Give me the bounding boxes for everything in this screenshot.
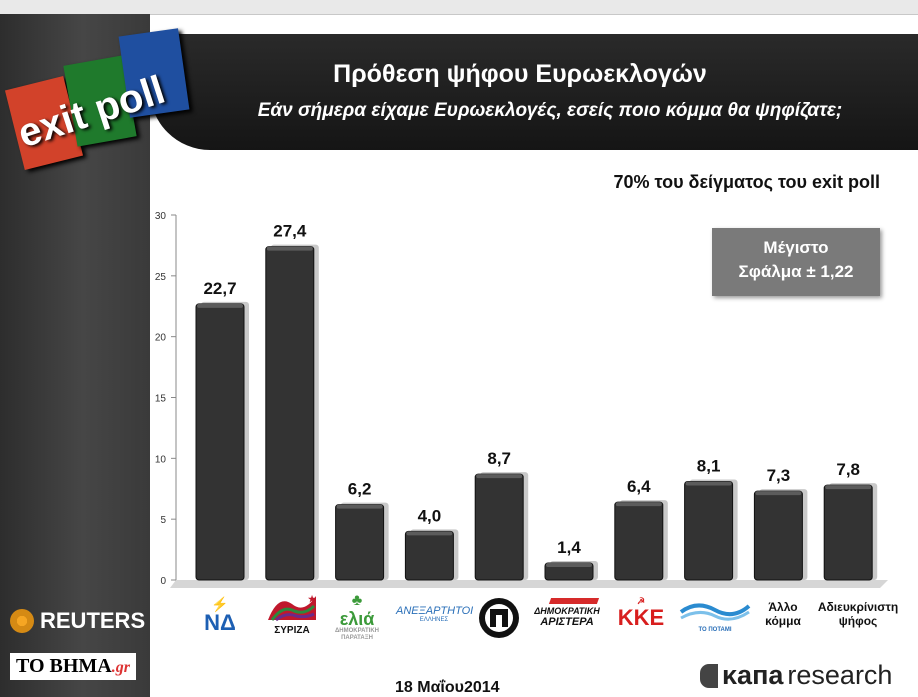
bar bbox=[474, 473, 524, 581]
bar bbox=[195, 303, 245, 581]
chart-title: Πρόθεση ψήφου Ευρωεκλογών bbox=[333, 60, 707, 88]
poll-date: 18 Μαΐου2014 bbox=[395, 679, 500, 696]
y-tick-label: 20 bbox=[155, 333, 167, 344]
elia-label: ελιά bbox=[339, 609, 375, 629]
party-logo-xa bbox=[474, 596, 524, 643]
bar-top-highlight bbox=[825, 485, 872, 490]
nd-label: ΝΔ bbox=[204, 610, 236, 635]
undecided-label-1: Αδιευκρίνιστη bbox=[817, 600, 899, 614]
party-logo-nd: ⚡ ΝΔ bbox=[196, 596, 244, 635]
error-line-1: Μέγιστο bbox=[763, 238, 829, 257]
undecided-label-2: ψήφος bbox=[838, 614, 878, 628]
bar bbox=[823, 484, 873, 581]
kke-label: ΚΚΕ bbox=[617, 605, 665, 630]
svg-text:★: ★ bbox=[308, 594, 317, 604]
bar-top-highlight bbox=[685, 481, 732, 486]
party-logo-syriza: ★ ΣΥΡΙΖΑ bbox=[262, 592, 322, 636]
party-label-other: Άλλο κόμμα bbox=[756, 600, 810, 628]
syriza-flag-icon: ★ bbox=[268, 594, 317, 622]
wave-icon bbox=[679, 603, 751, 621]
bar bbox=[265, 246, 315, 581]
bar-top-highlight bbox=[546, 562, 592, 567]
bar-value-label: 8,7 bbox=[487, 449, 511, 468]
bar bbox=[335, 504, 385, 581]
bar-value-label: 7,3 bbox=[767, 466, 791, 485]
chart-floor bbox=[170, 580, 888, 588]
kapa-research-logo: κапа research bbox=[700, 660, 892, 691]
y-tick-label: 10 bbox=[155, 454, 167, 465]
bar-top-highlight bbox=[476, 474, 523, 479]
party-logo-dimar: ΔΗΜΟΚΡΑΤΙΚΗ ΑΡΙΣΤΕΡΑ bbox=[530, 598, 604, 628]
bar bbox=[753, 490, 803, 581]
olive-tree-icon: ♣ bbox=[351, 592, 363, 609]
bar bbox=[614, 501, 664, 581]
reuters-text: REUTERS bbox=[40, 608, 146, 633]
y-tick-label: 15 bbox=[155, 394, 167, 405]
bar-value-label: 6,2 bbox=[348, 480, 372, 499]
y-tick-label: 25 bbox=[155, 272, 167, 283]
bar-top-highlight bbox=[197, 303, 243, 308]
bar-value-label: 27,4 bbox=[273, 222, 307, 241]
meander-emblem-icon bbox=[479, 598, 519, 638]
other-label-2: κόμμα bbox=[765, 614, 801, 628]
bar-value-label: 8,1 bbox=[697, 456, 721, 475]
sample-note: 70% του δείγματος του exit poll bbox=[613, 172, 880, 192]
anel-label: ΑΝΕΞΑΡΤΗΤΟΙ bbox=[396, 605, 474, 617]
bar-value-label: 7,8 bbox=[836, 460, 860, 479]
y-tick-label: 0 bbox=[160, 576, 166, 587]
error-margin-box: Μέγιστο Σφάλμα ± 1,22 bbox=[712, 228, 880, 296]
syriza-label: ΣΥΡΙΖΑ bbox=[274, 625, 310, 636]
bar bbox=[684, 480, 734, 581]
kapa-mark-icon bbox=[700, 663, 718, 688]
dimar-label-2: ΑΡΙΣΤΕΡΑ bbox=[540, 616, 594, 628]
error-line-2: Σφάλμα ± 1,22 bbox=[738, 262, 854, 281]
potami-label: ΤΟ ΠΟΤΑΜΙ bbox=[698, 627, 732, 633]
bar-top-highlight bbox=[406, 531, 453, 536]
tovima-text: TO BHMA bbox=[16, 655, 112, 677]
bar-value-label: 4,0 bbox=[418, 506, 442, 525]
reuters-dot-icon bbox=[10, 609, 34, 633]
reuters-logo: REUTERS bbox=[10, 608, 145, 634]
header-band bbox=[150, 34, 918, 150]
party-logo-kke: ☭ ΚΚΕ bbox=[612, 596, 670, 629]
top-strip bbox=[0, 0, 918, 15]
anel-sublabel: ΕΛΛΗΝΕΣ bbox=[419, 617, 449, 623]
other-label-1: Άλλο bbox=[768, 600, 798, 614]
kapa-rest-text: research bbox=[787, 660, 893, 690]
tovima-logo: TO BHMA.gr bbox=[10, 653, 136, 680]
bar-top-highlight bbox=[266, 246, 313, 251]
bar-top-highlight bbox=[755, 491, 802, 496]
bar-top-highlight bbox=[336, 504, 383, 509]
tovima-suffix: .gr bbox=[111, 659, 130, 676]
party-label-undecided: Αδιευκρίνιστη ψήφος bbox=[812, 600, 904, 628]
party-logo-elia: ♣ ελιά ΔΗΜΟΚΡΑΤΙΚΗ ΠΑΡΑΤΑΞΗ bbox=[326, 592, 388, 642]
kapa-bold-text: κапа bbox=[722, 660, 784, 690]
bar bbox=[404, 530, 454, 581]
elia-sublabel: ΔΗΜΟΚΡΑΤΙΚΗ ΠΑΡΑΤΑΞΗ bbox=[334, 628, 380, 641]
bar-value-label: 6,4 bbox=[627, 477, 651, 496]
nd-flame-icon: ⚡ bbox=[211, 596, 229, 612]
dimar-stripe-icon bbox=[548, 598, 600, 604]
bar-top-highlight bbox=[615, 502, 662, 507]
y-tick-label: 30 bbox=[155, 211, 167, 222]
bar-value-label: 1,4 bbox=[557, 538, 581, 557]
chart-subtitle: Εάν σήμερα είχαμε Ευρωεκλογές, εσείς ποι… bbox=[257, 100, 843, 121]
party-logo-anel: ΑΝΕΞΑΡΤΗΤΟΙ ΕΛΛΗΝΕΣ bbox=[396, 605, 474, 623]
party-logo-potami: ΤΟ ΠΟΤΑΜΙ bbox=[676, 600, 754, 633]
dimar-label-1: ΔΗΜΟΚΡΑΤΙΚΗ bbox=[534, 606, 600, 616]
bar-value-label: 22,7 bbox=[203, 279, 236, 298]
hammer-sickle-icon: ☭ bbox=[636, 596, 646, 606]
y-tick-label: 5 bbox=[160, 515, 166, 526]
